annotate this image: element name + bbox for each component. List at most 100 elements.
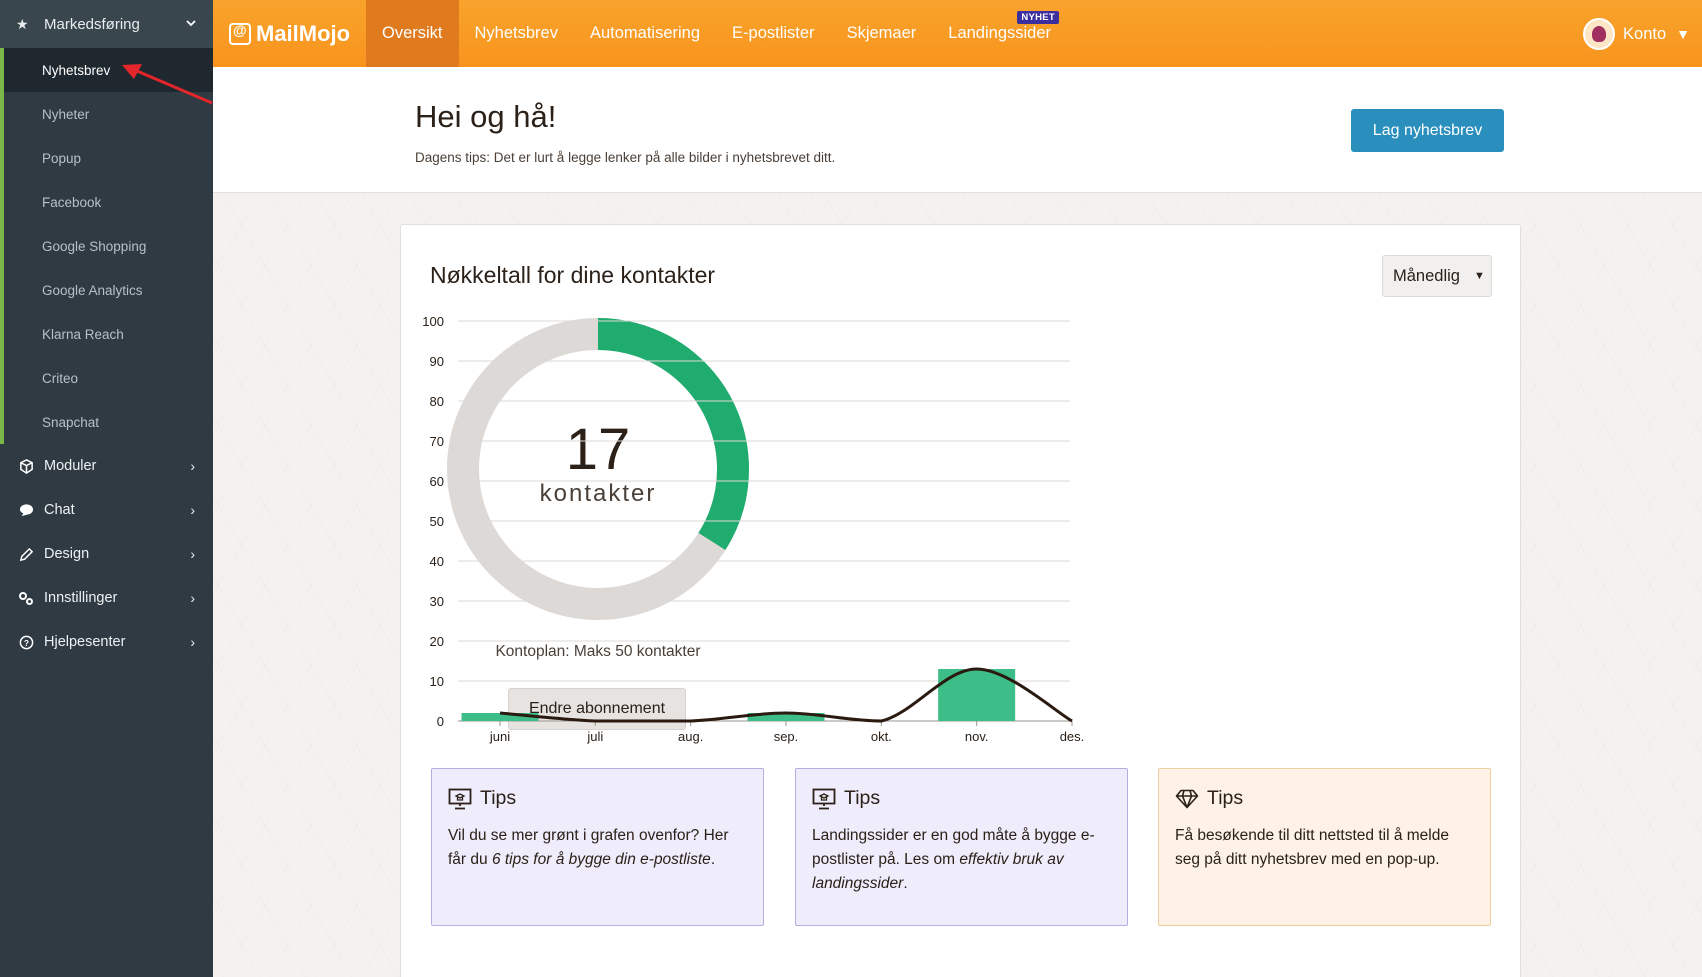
nav-landingssider[interactable]: Landingssider NYHET	[932, 0, 1067, 67]
x-tick-label: juni	[489, 729, 510, 744]
sidebar-item-label: Design	[44, 546, 90, 562]
svg-text:?: ?	[23, 637, 28, 647]
sidebar-item-google-analytics[interactable]: Google Analytics	[42, 282, 143, 298]
daily-tip: Dagens tips: Det er lurt å legge lenker …	[415, 150, 836, 165]
logo-icon	[229, 22, 251, 45]
y-tick-label: 60	[430, 474, 444, 489]
tip-link[interactable]: 6 tips for å bygge din e-postliste	[491, 851, 711, 868]
y-tick-label: 80	[430, 394, 444, 409]
sidebar-item-label: Hjelpesenter	[44, 634, 126, 650]
tip-text: Få besøkende til ditt nettsted til å mel…	[1175, 824, 1474, 872]
speech-bubble-icon	[16, 503, 36, 517]
plan-text: Kontoplan: Maks 50 kontakter	[495, 643, 701, 660]
tip-text-part: Vil du se mer grønt i grafen ovenfor? He…	[448, 827, 729, 868]
sidebar-item-nyhetsbrev[interactable]: Nyhetsbrev	[4, 48, 213, 92]
cube-icon	[16, 458, 36, 474]
sidebar-item-klarna-reach[interactable]: Klarna Reach	[42, 326, 124, 342]
x-tick-label: juli	[586, 729, 603, 744]
welcome-header: Hei og hå! Dagens tips: Det er lurt å le…	[213, 67, 1702, 193]
mailmojo-logo[interactable]: MailMojo	[213, 21, 366, 47]
trend-line	[499, 667, 1073, 723]
x-tick-label: nov.	[965, 729, 989, 744]
bar	[461, 713, 539, 721]
page-title: Hei og hå!	[415, 99, 557, 134]
donut-fill	[447, 318, 749, 620]
nav-label: Landingssider	[948, 24, 1052, 42]
nav-skjemaer[interactable]: Skjemaer	[846, 24, 917, 42]
sidebar-item-nyheter[interactable]: Nyheter	[42, 106, 90, 122]
account-label: Konto	[1623, 24, 1667, 43]
tip-text-part: .	[903, 875, 908, 892]
y-tick-label: 100	[422, 314, 444, 329]
sidebar-item-popup[interactable]: Popup	[42, 150, 82, 166]
x-tick-label: okt.	[871, 729, 892, 744]
tip-title: Tips	[844, 787, 881, 809]
sidebar-item-moduler[interactable]: Moduler ›	[0, 444, 213, 488]
sidebar-item-label: Moduler	[44, 458, 97, 474]
tip-card: Tips Landingssider er en god måte å bygg…	[795, 768, 1128, 926]
change-subscription-button[interactable]: Endre abonnement	[508, 688, 686, 730]
new-badge: NYHET	[1017, 11, 1060, 24]
contacts-count: 17	[565, 417, 631, 482]
sidebar: ★ Markedsføring Nyhetsbrev Nyheter Popup…	[0, 0, 213, 977]
question-circle-icon: ?	[16, 635, 36, 650]
star-icon: ★	[16, 15, 29, 32]
sidebar-section-marketing[interactable]: ★ Markedsføring	[0, 0, 213, 48]
nav-oversikt[interactable]: Oversikt	[366, 0, 459, 67]
tip-link[interactable]: effektiv bruk av landingssider	[812, 851, 1064, 892]
y-tick-label: 90	[430, 354, 444, 369]
sidebar-item-design[interactable]: Design ›	[0, 532, 213, 576]
logo-text: MailMojo	[256, 20, 351, 46]
account-menu[interactable]: Konto ▼	[1583, 18, 1690, 50]
x-tick-label: aug.	[678, 729, 703, 744]
caret-down-icon: ▼	[1676, 26, 1690, 42]
y-tick-label: 20	[430, 634, 444, 649]
bar	[747, 713, 825, 721]
y-tick-label: 10	[430, 674, 444, 689]
y-tick-label: 0	[437, 714, 444, 729]
nav-nyhetsbrev[interactable]: Nyhetsbrev	[474, 24, 558, 42]
sidebar-section-label: Markedsføring	[44, 15, 140, 33]
x-tick-label: des.	[1060, 729, 1085, 744]
sidebar-item-chat[interactable]: Chat ›	[0, 488, 213, 532]
chevron-right-icon: ›	[190, 590, 195, 606]
monthly-contacts-chart: 0 10 20 30 40 50 60 70 80 90 100 juni juli aug. sep. ok…	[422, 314, 1085, 744]
nav-automatisering[interactable]: Automatisering	[589, 24, 701, 42]
diamond-icon	[1175, 788, 1199, 810]
period-select-value: Månedlig	[1393, 266, 1460, 285]
y-tick-label: 70	[430, 434, 444, 449]
chevron-right-icon: ›	[190, 634, 195, 650]
nav-e-postlister[interactable]: E-postlister	[732, 24, 815, 42]
sidebar-item-facebook[interactable]: Facebook	[42, 194, 102, 210]
presentation-icon	[448, 788, 472, 810]
y-tick-label: 50	[430, 514, 444, 529]
contacts-donut-chart	[447, 318, 749, 620]
x-tick-label: sep.	[774, 729, 799, 744]
tip-card: Tips Vil du se mer grønt i grafen ovenfo…	[431, 768, 764, 926]
contacts-label: kontakter	[539, 480, 657, 507]
y-tick-label: 40	[430, 554, 444, 569]
chevron-right-icon: ›	[190, 502, 195, 518]
sidebar-item-label: Innstillinger	[44, 590, 118, 606]
chevron-right-icon: ›	[190, 546, 195, 562]
sidebar-item-criteo[interactable]: Criteo	[42, 370, 79, 386]
avatar	[1583, 18, 1616, 50]
chevron-right-icon: ›	[190, 458, 195, 474]
tip-title: Tips	[1207, 787, 1244, 809]
tip-text-part: Landingssider er en god måte å bygge e-p…	[812, 827, 1095, 868]
sidebar-item-google-shopping[interactable]: Google Shopping	[42, 238, 147, 254]
period-select[interactable]: Månedlig ▼	[1382, 255, 1492, 297]
tip-title: Tips	[480, 787, 517, 809]
sidebar-item-snapchat[interactable]: Snapchat	[42, 414, 100, 430]
card-title: Nøkkeltall for dine kontakter	[430, 262, 716, 288]
tip-text-part: .	[710, 851, 716, 868]
tip-text-part: Få besøkende til ditt nettsted til å mel…	[1175, 827, 1449, 868]
y-tick-label: 30	[430, 594, 444, 609]
pencil-icon	[16, 547, 36, 562]
sidebar-subitems: Nyhetsbrev Nyheter Popup Facebook Google…	[0, 48, 213, 444]
sidebar-item-innstillinger[interactable]: Innstillinger ›	[0, 576, 213, 620]
sidebar-item-hjelpesenter[interactable]: ? Hjelpesenter ›	[0, 620, 213, 664]
dropdown-arrow-icon: ▼	[1473, 270, 1485, 282]
tip-text: Vil du se mer grønt i grafen ovenfor? He…	[448, 824, 747, 872]
create-newsletter-button[interactable]: Lag nyhetsbrev	[1351, 109, 1504, 152]
